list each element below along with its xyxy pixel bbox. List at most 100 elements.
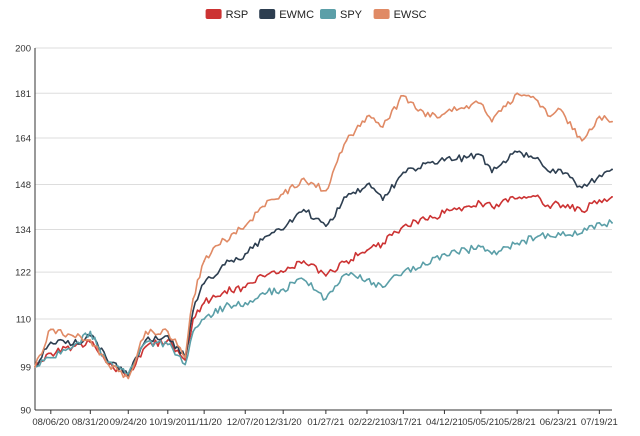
data-point-ewsc	[536, 99, 539, 102]
data-point-spy	[581, 232, 583, 234]
data-point-rsp	[302, 260, 305, 262]
data-point-spy	[203, 318, 206, 320]
data-point-ewmc	[345, 196, 348, 198]
y-tick-label: 90	[20, 406, 31, 417]
data-point-ewsc	[261, 205, 264, 208]
data-point-rsp	[443, 212, 446, 214]
x-tick-label: 11/11/20	[186, 417, 222, 428]
data-point-rsp	[261, 274, 264, 277]
data-point-ewsc	[184, 356, 187, 359]
data-point-ewmc	[536, 156, 539, 159]
data-point-rsp	[144, 345, 147, 348]
data-point-spy	[490, 252, 493, 255]
data-point-ewsc	[203, 260, 206, 262]
data-point-ewmc	[424, 162, 427, 165]
x-tick-label: 01/27/21	[307, 417, 344, 428]
legend-label-ewmc: EWMC	[279, 9, 314, 21]
legend-item-ewsc[interactable]: EWSC	[373, 9, 427, 21]
data-point-rsp	[490, 205, 493, 208]
data-point-ewmc	[49, 341, 52, 344]
data-point-ewmc	[516, 151, 519, 153]
data-point-spy	[49, 356, 52, 359]
data-point-ewmc	[611, 168, 613, 171]
x-tick-label: 06/23/21	[540, 417, 577, 428]
data-point-ewmc	[402, 171, 405, 174]
data-point-ewmc	[549, 171, 552, 174]
data-point-rsp	[424, 218, 427, 221]
x-tick-label: 03/17/21	[385, 417, 422, 428]
data-point-spy	[244, 301, 247, 304]
legend-item-ewmc[interactable]: EWMC	[259, 9, 314, 21]
legend-item-rsp[interactable]: RSP	[205, 9, 249, 21]
y-tick-label: 181	[15, 89, 31, 100]
data-point-rsp	[192, 318, 194, 320]
data-point-rsp	[203, 301, 206, 304]
x-tick-label: 02/22/21	[348, 417, 385, 428]
legend-swatch-ewsc	[373, 9, 390, 19]
data-point-spy	[479, 245, 482, 248]
legend-item-spy[interactable]: SPY	[320, 9, 363, 21]
y-tick-label: 134	[15, 225, 31, 236]
series-line-ewsc	[34, 92, 613, 380]
data-point-spy	[166, 343, 169, 346]
data-point-ewmc	[282, 228, 285, 231]
data-point-spy	[598, 221, 601, 224]
data-point-ewsc	[166, 330, 169, 333]
data-point-ewsc	[557, 107, 560, 110]
series-line-spy	[34, 219, 613, 375]
x-tick-label: 10/19/20	[149, 417, 186, 428]
data-point-ewsc	[443, 112, 446, 115]
data-point-ewsc	[49, 328, 52, 331]
data-point-rsp	[598, 199, 601, 201]
data-point-spy	[282, 288, 285, 291]
data-point-rsp	[345, 260, 348, 262]
x-tick-label: 12/07/20	[227, 417, 264, 428]
data-point-ewsc	[516, 92, 519, 95]
data-point-spy	[89, 330, 92, 333]
data-point-spy	[402, 271, 405, 273]
data-point-ewsc	[144, 330, 147, 333]
legend-swatch-ewmc	[259, 9, 276, 19]
data-point-ewmc	[223, 263, 226, 266]
data-point-rsp	[581, 210, 583, 213]
data-point-spy	[381, 286, 384, 289]
data-point-rsp	[49, 352, 52, 355]
legend-label-spy: SPY	[340, 9, 363, 21]
data-point-spy	[536, 235, 539, 238]
data-point-ewmc	[581, 186, 583, 189]
data-point-ewsc	[381, 126, 384, 128]
data-point-ewsc	[192, 297, 194, 300]
data-point-spy	[324, 297, 327, 300]
data-point-ewmc	[166, 334, 169, 337]
data-point-spy	[611, 221, 613, 224]
y-tick-label: 99	[20, 362, 31, 373]
data-point-ewsc	[89, 339, 92, 342]
x-tick-label: 09/24/20	[110, 417, 147, 428]
data-point-ewmc	[381, 199, 384, 201]
data-point-ewmc	[261, 238, 264, 241]
data-point-spy	[557, 232, 560, 234]
data-point-ewsc	[72, 334, 74, 337]
data-point-ewsc	[244, 225, 247, 228]
data-point-spy	[72, 345, 74, 348]
data-point-ewsc	[366, 115, 368, 118]
y-tick-label: 148	[15, 180, 31, 191]
data-point-ewsc	[345, 139, 348, 142]
data-point-rsp	[549, 207, 552, 209]
data-point-ewmc	[244, 252, 247, 255]
data-point-spy	[443, 252, 446, 255]
data-point-ewmc	[557, 168, 560, 171]
data-point-ewsc	[581, 139, 583, 142]
data-point-ewmc	[203, 282, 206, 285]
data-point-ewmc	[443, 159, 446, 162]
data-point-spy	[345, 273, 348, 275]
data-point-ewsc	[105, 361, 108, 364]
data-point-ewsc	[598, 115, 601, 118]
data-point-rsp	[244, 286, 247, 289]
data-point-ewsc	[479, 102, 482, 105]
data-point-ewsc	[223, 238, 226, 241]
data-point-rsp	[381, 242, 384, 245]
data-point-spy	[424, 263, 427, 266]
legend[interactable]: RSP EWMC SPY EWSC	[205, 9, 427, 21]
